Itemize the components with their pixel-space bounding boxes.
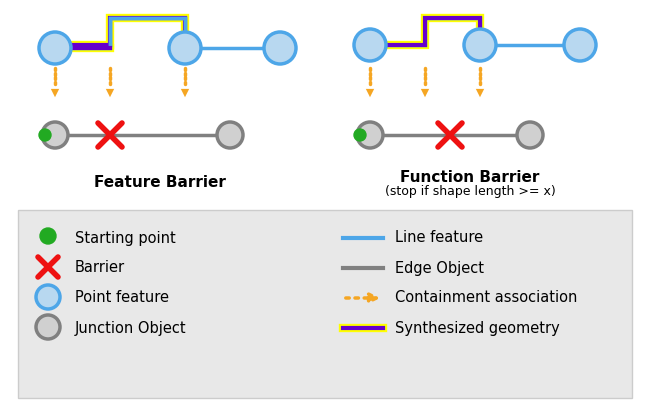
Circle shape <box>39 129 51 141</box>
Text: Function Barrier: Function Barrier <box>400 170 540 185</box>
Text: Synthesized geometry: Synthesized geometry <box>395 321 560 335</box>
Circle shape <box>464 29 496 61</box>
Circle shape <box>217 122 243 148</box>
Circle shape <box>517 122 543 148</box>
Text: Starting point: Starting point <box>75 231 176 246</box>
Text: Containment association: Containment association <box>395 290 577 306</box>
Circle shape <box>564 29 596 61</box>
Circle shape <box>36 315 60 339</box>
Circle shape <box>40 228 56 244</box>
FancyBboxPatch shape <box>18 210 632 398</box>
Text: (stop if shape length >= x): (stop if shape length >= x) <box>385 185 555 198</box>
Circle shape <box>39 32 71 64</box>
Text: Edge Object: Edge Object <box>395 260 484 275</box>
Circle shape <box>264 32 296 64</box>
Circle shape <box>354 29 386 61</box>
Circle shape <box>169 32 201 64</box>
Text: Point feature: Point feature <box>75 290 169 306</box>
Circle shape <box>42 122 68 148</box>
Text: Barrier: Barrier <box>75 260 125 275</box>
Text: Feature Barrier: Feature Barrier <box>94 175 226 190</box>
Circle shape <box>357 122 383 148</box>
Circle shape <box>36 285 60 309</box>
Circle shape <box>354 129 366 141</box>
Text: Junction Object: Junction Object <box>75 321 187 335</box>
Text: Line feature: Line feature <box>395 231 483 246</box>
